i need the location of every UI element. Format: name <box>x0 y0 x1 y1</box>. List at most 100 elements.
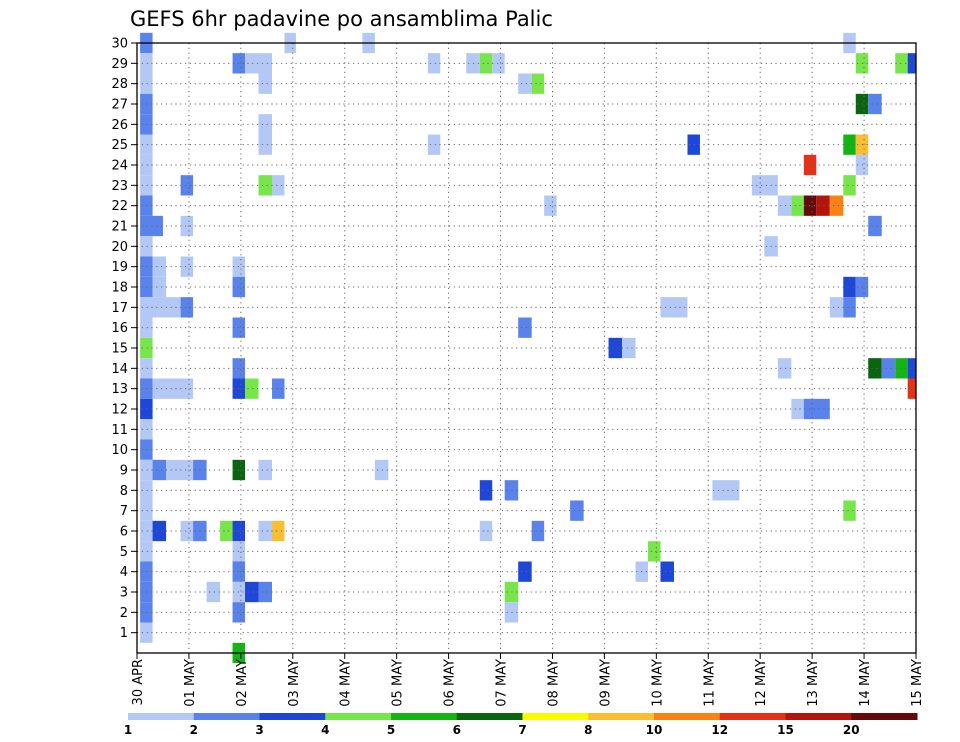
heatmap-cell <box>518 561 532 582</box>
heatmap-cell <box>180 256 194 277</box>
heatmap-cell <box>140 581 153 603</box>
heatmap-cell <box>140 337 153 359</box>
y-tick-label: 14 <box>111 362 128 377</box>
y-tick-label: 7 <box>120 504 128 519</box>
x-tick-label: 14 MAY <box>858 659 873 707</box>
legend-swatch <box>128 713 195 720</box>
x-tick-label: 04 MAY <box>339 659 354 707</box>
heatmap-cell <box>180 175 194 196</box>
legend-swatch <box>851 713 918 720</box>
heatmap-cell <box>816 195 830 216</box>
heatmap-cell <box>492 53 505 74</box>
x-tick-label: 12 MAY <box>754 659 769 707</box>
legend-label: 3 <box>255 723 263 737</box>
heatmap-cell <box>140 541 153 562</box>
heatmap-cell <box>245 581 259 603</box>
y-tick-label: 1 <box>120 626 128 641</box>
heatmap-cell <box>140 459 153 481</box>
heatmap-cell <box>180 215 194 237</box>
y-tick-label: 25 <box>111 138 128 153</box>
heatmap-cell <box>777 358 792 379</box>
heatmap-cell <box>206 581 221 603</box>
heatmap-cell <box>180 520 194 542</box>
heatmap-cell <box>140 561 153 582</box>
heatmap-cell <box>140 93 153 115</box>
heatmap-cell <box>140 520 153 542</box>
y-tick-label: 12 <box>111 403 128 418</box>
y-tick-label: 23 <box>111 179 128 194</box>
x-tick-label: 30 APR <box>131 659 146 705</box>
heatmap-cell <box>140 73 153 94</box>
heatmap-cell <box>258 581 273 603</box>
legend-label: 4 <box>321 723 329 737</box>
y-tick-label: 8 <box>120 484 128 499</box>
heatmap-cell <box>245 53 273 74</box>
x-tick-label: 05 MAY <box>391 659 406 707</box>
heatmap-cell <box>843 175 856 196</box>
heatmap-cell <box>258 459 273 481</box>
legend-label: 8 <box>584 723 592 737</box>
y-tick-label: 5 <box>120 545 128 560</box>
heatmap-cell <box>648 541 661 562</box>
heatmap-cell <box>140 602 153 623</box>
y-tick-label: 27 <box>111 98 128 113</box>
heatmap-cell <box>140 134 153 155</box>
legend-label: 15 <box>777 723 794 737</box>
heatmap-cell <box>140 480 153 501</box>
legend-label: 12 <box>711 723 728 737</box>
x-tick-label: 10 MAY <box>650 659 665 707</box>
y-tick-label: 28 <box>111 77 128 92</box>
heatmap-cell <box>166 459 194 481</box>
heatmap-cell <box>622 337 636 359</box>
heatmap-cell <box>220 520 233 542</box>
heatmap-cell <box>140 53 153 74</box>
x-tick-label: 13 MAY <box>806 659 821 707</box>
heatmap-cell <box>140 297 181 318</box>
y-axis-ticks: 1234567891011121314151617181920212223242… <box>111 37 137 641</box>
heatmap-cell <box>907 53 916 74</box>
heatmap-cell <box>895 53 908 74</box>
y-tick-label: 26 <box>111 118 128 133</box>
x-axis-ticks: 30 APR 01 MAY 02 MAY 03 MAY 04 MAY 05 MAY 06 M… <box>131 653 925 707</box>
y-tick-label: 29 <box>111 57 128 72</box>
heatmap-cell <box>258 134 273 155</box>
y-tick-label: 11 <box>111 423 128 438</box>
heatmap-cell <box>829 297 844 318</box>
y-tick-label: 21 <box>111 220 128 235</box>
heatmap-cell <box>140 256 153 277</box>
y-tick-label: 4 <box>120 565 128 580</box>
y-tick-label: 18 <box>111 281 128 296</box>
heatmap-cell <box>907 358 916 379</box>
heatmap-cell <box>152 378 194 399</box>
heatmap-cell <box>140 419 153 440</box>
legend-label: 7 <box>518 723 526 737</box>
heatmap-cell <box>140 195 153 216</box>
y-tick-label: 19 <box>111 260 128 275</box>
heatmap-cell <box>518 73 532 94</box>
heatmap-cell <box>570 500 584 521</box>
heatmap-cell <box>868 215 882 237</box>
heatmap-cell <box>140 398 153 420</box>
heatmap-cell <box>531 520 545 542</box>
y-tick-label: 20 <box>111 240 128 255</box>
heatmap-cell <box>479 53 493 74</box>
x-tick-label: 02 MAY <box>235 659 250 707</box>
legend-swatch <box>785 713 852 720</box>
y-tick-label: 9 <box>120 464 128 479</box>
heatmap-cell <box>140 236 153 257</box>
heatmap-cell <box>152 256 167 277</box>
legend-swatch <box>325 713 392 720</box>
legend-swatch <box>654 713 721 720</box>
x-tick-label: 08 MAY <box>546 659 561 707</box>
legend-swatch <box>391 713 458 720</box>
heatmap-cell <box>152 520 167 542</box>
y-tick-label: 24 <box>111 159 128 174</box>
legend-swatch <box>456 713 523 720</box>
x-tick-label: 01 MAY <box>183 659 198 707</box>
y-tick-label: 6 <box>120 525 128 540</box>
heatmap-cell <box>140 175 153 196</box>
heatmap-cell <box>881 358 896 379</box>
heatmap-cell <box>258 114 273 135</box>
heatmap-cell <box>374 459 389 481</box>
